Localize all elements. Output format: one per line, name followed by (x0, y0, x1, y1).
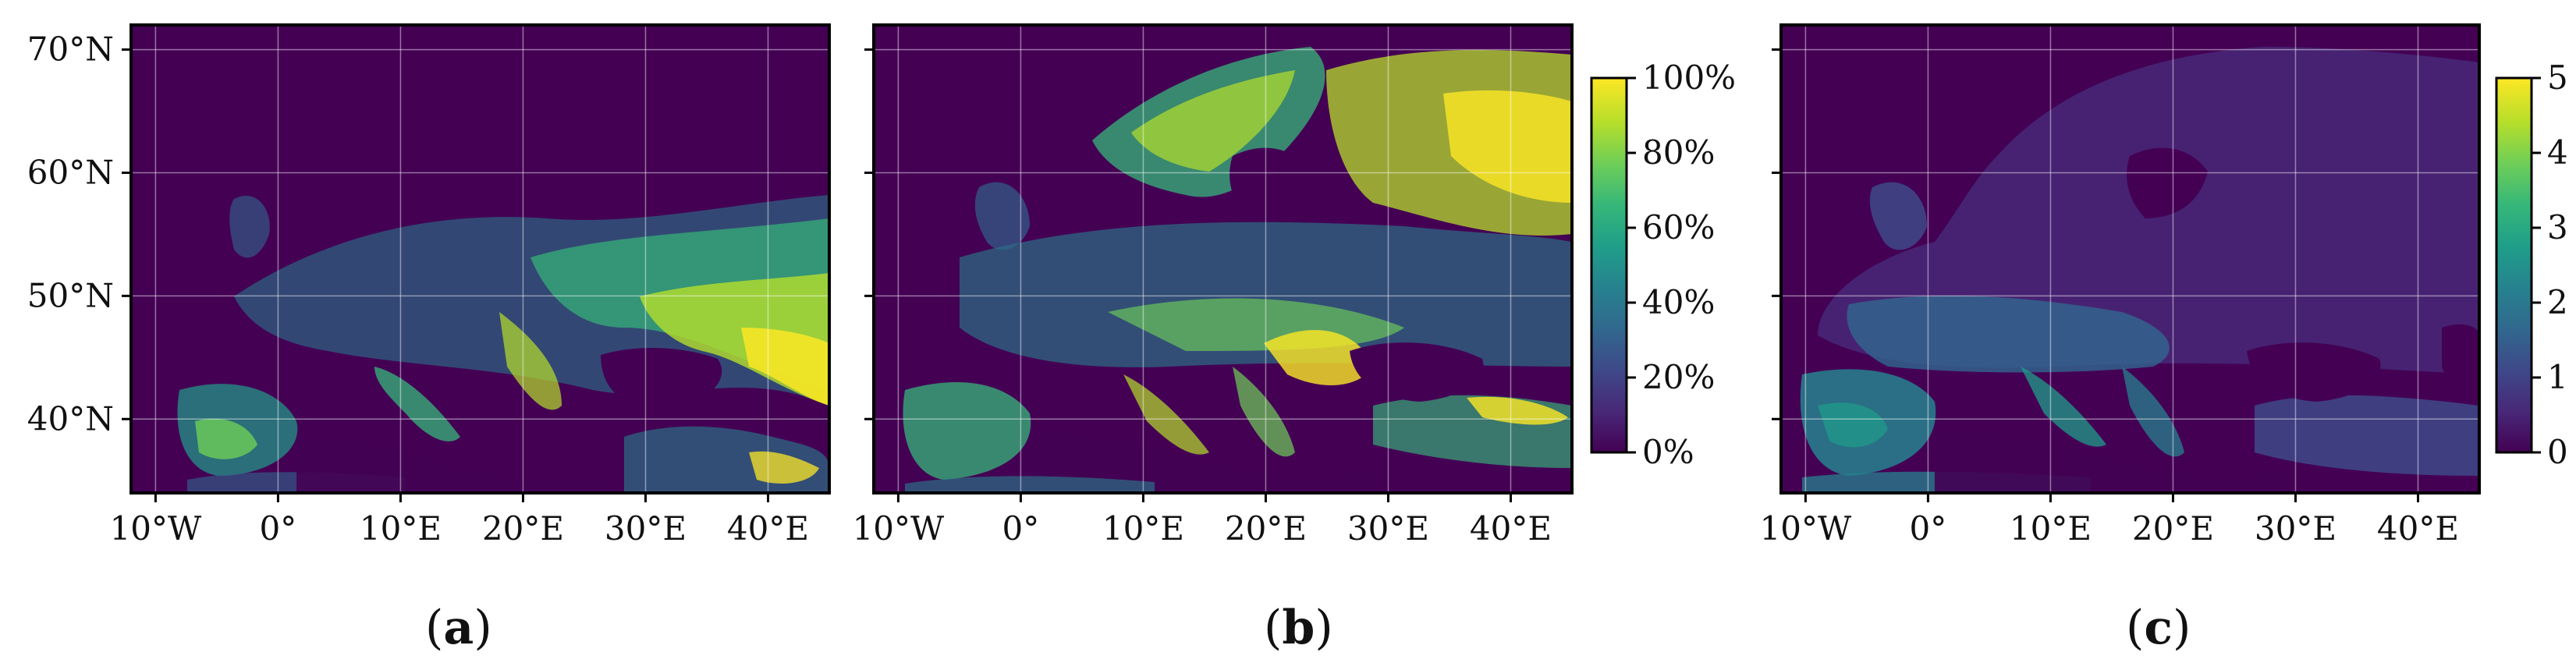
colorbar-tick-label: 1 (2547, 358, 2568, 396)
x-tick-label: 10°W (1760, 509, 1852, 548)
panel-a-frame (130, 23, 831, 495)
y-tick-label: 70°N (27, 30, 114, 69)
colorbar-value (2495, 76, 2533, 454)
x-tick-label: 10°W (110, 509, 202, 548)
x-tick-label: 30°E (605, 509, 687, 548)
x-tick-label: 0° (1002, 509, 1040, 548)
panel-c-ticks: 10°W 0° 10°E 20°E 30°E 40°E (1760, 48, 2459, 548)
y-tick-label: 50°N (27, 276, 114, 314)
x-tick-label: 0° (260, 509, 297, 548)
panel-a-caption: (a) (425, 601, 492, 655)
panel-b-heatmap-fields (903, 47, 1572, 493)
colorbar-tick-label: 2 (2547, 283, 2568, 321)
caption-letter: b (1282, 601, 1315, 655)
colorbar-value-ticks: 5 4 3 2 1 0 (2532, 58, 2568, 471)
colorbar-percent (1590, 76, 1628, 454)
x-tick-label: 30°E (1347, 509, 1429, 548)
x-tick-label: 30°E (2255, 509, 2336, 548)
panel-b-frame (872, 23, 1574, 495)
panel-c-graticule (1781, 25, 2479, 493)
colorbar-percent-ticks: 100% 80% 60% 40% 20% 0% (1627, 58, 1736, 471)
panel-b: 10°W 0° 10°E 20°E 30°E 40°E 100% 80% 60% 40% 20% 0… (853, 23, 1736, 655)
x-tick-label: 10°E (360, 509, 442, 548)
caption-close-paren: ) (474, 601, 491, 655)
panel-c: 10°W 0° 10°E 20°E 30°E 40°E 5 4 3 2 1 0 (c) (1760, 23, 2568, 655)
caption-close-paren: ) (1315, 601, 1332, 655)
colorbar-tick-label: 80% (1642, 133, 1715, 172)
colorbar-tick-label: 40% (1642, 283, 1715, 321)
x-tick-label: 10°E (1102, 509, 1184, 548)
panel-b-caption: (b) (1264, 601, 1333, 655)
colorbar-tick-label: 5 (2547, 58, 2568, 97)
x-tick-label: 0° (1910, 509, 1947, 548)
caption-letter: a (443, 601, 474, 655)
caption-open-paren: ( (425, 601, 443, 655)
panel-b-ticks: 10°W 0° 10°E 20°E 30°E 40°E (853, 48, 1552, 548)
colorbar-tick-label: 0 (2547, 433, 2568, 471)
y-tick-label: 40°N (27, 399, 114, 438)
y-tick-label: 60°N (27, 153, 114, 191)
panel-a: 10°W 0° 10°E 20°E 30°E 40°E 70°N 60°N 50°N 40°N (… (27, 23, 831, 655)
panel-a-heatmap-fields (177, 195, 829, 493)
panel-a-graticule (131, 25, 829, 493)
x-tick-label: 10°E (2010, 509, 2092, 548)
x-tick-label: 20°E (2132, 509, 2214, 548)
caption-open-paren: ( (2126, 601, 2144, 655)
colorbar-tick-label: 20% (1642, 358, 1715, 396)
x-tick-label: 20°E (482, 509, 564, 548)
caption-close-paren: ) (2173, 601, 2191, 655)
x-tick-label: 40°E (727, 509, 809, 548)
colorbar-tick-label: 0% (1642, 433, 1694, 471)
panel-c-frame (1779, 23, 2481, 495)
panel-c-heatmap-fields (1800, 47, 2479, 493)
panel-b-graticule (874, 25, 1572, 493)
colorbar-tick-label: 100% (1642, 58, 1736, 97)
panel-a-ticks: 10°W 0° 10°E 20°E 30°E 40°E 70°N 60°N 50°N 40°N (27, 30, 809, 548)
x-tick-label: 10°W (853, 509, 945, 548)
colorbar-tick-label: 3 (2547, 208, 2568, 246)
x-tick-label: 40°E (2377, 509, 2459, 548)
x-tick-label: 20°E (1225, 509, 1307, 548)
caption-open-paren: ( (1264, 601, 1282, 655)
colorbar-tick-label: 60% (1642, 208, 1715, 246)
caption-letter: c (2144, 601, 2173, 655)
colorbar-tick-label: 4 (2547, 133, 2568, 172)
x-tick-label: 40°E (1470, 509, 1552, 548)
panel-c-caption: (c) (2126, 601, 2191, 655)
